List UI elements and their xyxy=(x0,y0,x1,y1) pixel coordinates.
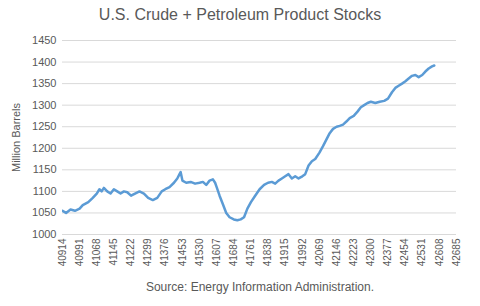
svg-text:41761: 41761 xyxy=(245,238,256,266)
svg-text:41607: 41607 xyxy=(211,238,222,266)
svg-text:42223: 42223 xyxy=(348,238,359,266)
svg-text:41530: 41530 xyxy=(194,238,205,266)
svg-text:40914: 40914 xyxy=(57,238,68,266)
svg-text:41145: 41145 xyxy=(108,238,119,266)
svg-text:41453: 41453 xyxy=(177,238,188,266)
svg-text:41222: 41222 xyxy=(125,238,136,266)
svg-text:1100: 1100 xyxy=(33,185,57,197)
svg-text:41299: 41299 xyxy=(142,238,153,266)
svg-text:41684: 41684 xyxy=(228,238,239,266)
svg-text:41068: 41068 xyxy=(91,238,102,266)
svg-text:1250: 1250 xyxy=(32,120,56,132)
svg-text:1000: 1000 xyxy=(32,228,56,240)
svg-text:1400: 1400 xyxy=(32,56,56,68)
svg-text:42685: 42685 xyxy=(451,238,462,266)
svg-text:Million Barrels: Million Barrels xyxy=(10,102,22,172)
svg-text:1200: 1200 xyxy=(32,142,56,154)
svg-text:1300: 1300 xyxy=(32,99,56,111)
svg-text:41915: 41915 xyxy=(279,238,290,266)
svg-text:1150: 1150 xyxy=(33,163,57,175)
svg-text:1350: 1350 xyxy=(32,77,56,89)
svg-text:1450: 1450 xyxy=(32,34,56,46)
svg-text:1050: 1050 xyxy=(32,206,56,218)
html-text:U.S. Crude + Petroleum Product: U.S. Crude + Petroleum Product Stocks xyxy=(98,6,382,23)
svg-text:42531: 42531 xyxy=(416,238,427,266)
svg-text:41838: 41838 xyxy=(262,238,273,266)
svg-text:42454: 42454 xyxy=(399,238,410,266)
svg-text:40991: 40991 xyxy=(74,238,85,266)
svg-text:42377: 42377 xyxy=(382,238,393,266)
svg-text:42146: 42146 xyxy=(331,238,342,266)
html-text:Source: Energy Information Adm: Source: Energy Information Administratio… xyxy=(145,280,375,294)
svg-text:42300: 42300 xyxy=(365,238,376,266)
svg-text:42608: 42608 xyxy=(434,238,445,266)
svg-text:42069: 42069 xyxy=(314,238,325,266)
svg-text:41992: 41992 xyxy=(297,238,308,266)
svg-text:41376: 41376 xyxy=(159,238,170,266)
